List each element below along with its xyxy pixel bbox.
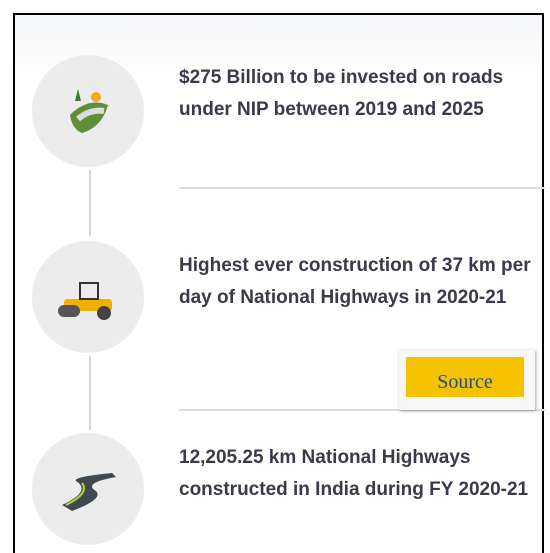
connector [89,356,91,430]
icon-drawing [62,473,116,511]
highway-icon [32,433,144,545]
divider [179,409,545,411]
icon-drawing [58,282,112,320]
source-label[interactable]: Source [406,357,524,397]
item-text: 12,205.25 km National Highways construct… [179,447,529,500]
divider [179,187,545,189]
icon-drawing [70,89,108,133]
connector [89,170,91,236]
roller-icon [32,241,144,353]
item-text: Highest ever construction of 37 km per d… [179,255,531,308]
item-text: $275 Billion to be invested on roads und… [179,67,504,120]
source-button[interactable]: Source [399,350,535,410]
road-icon [32,55,144,167]
